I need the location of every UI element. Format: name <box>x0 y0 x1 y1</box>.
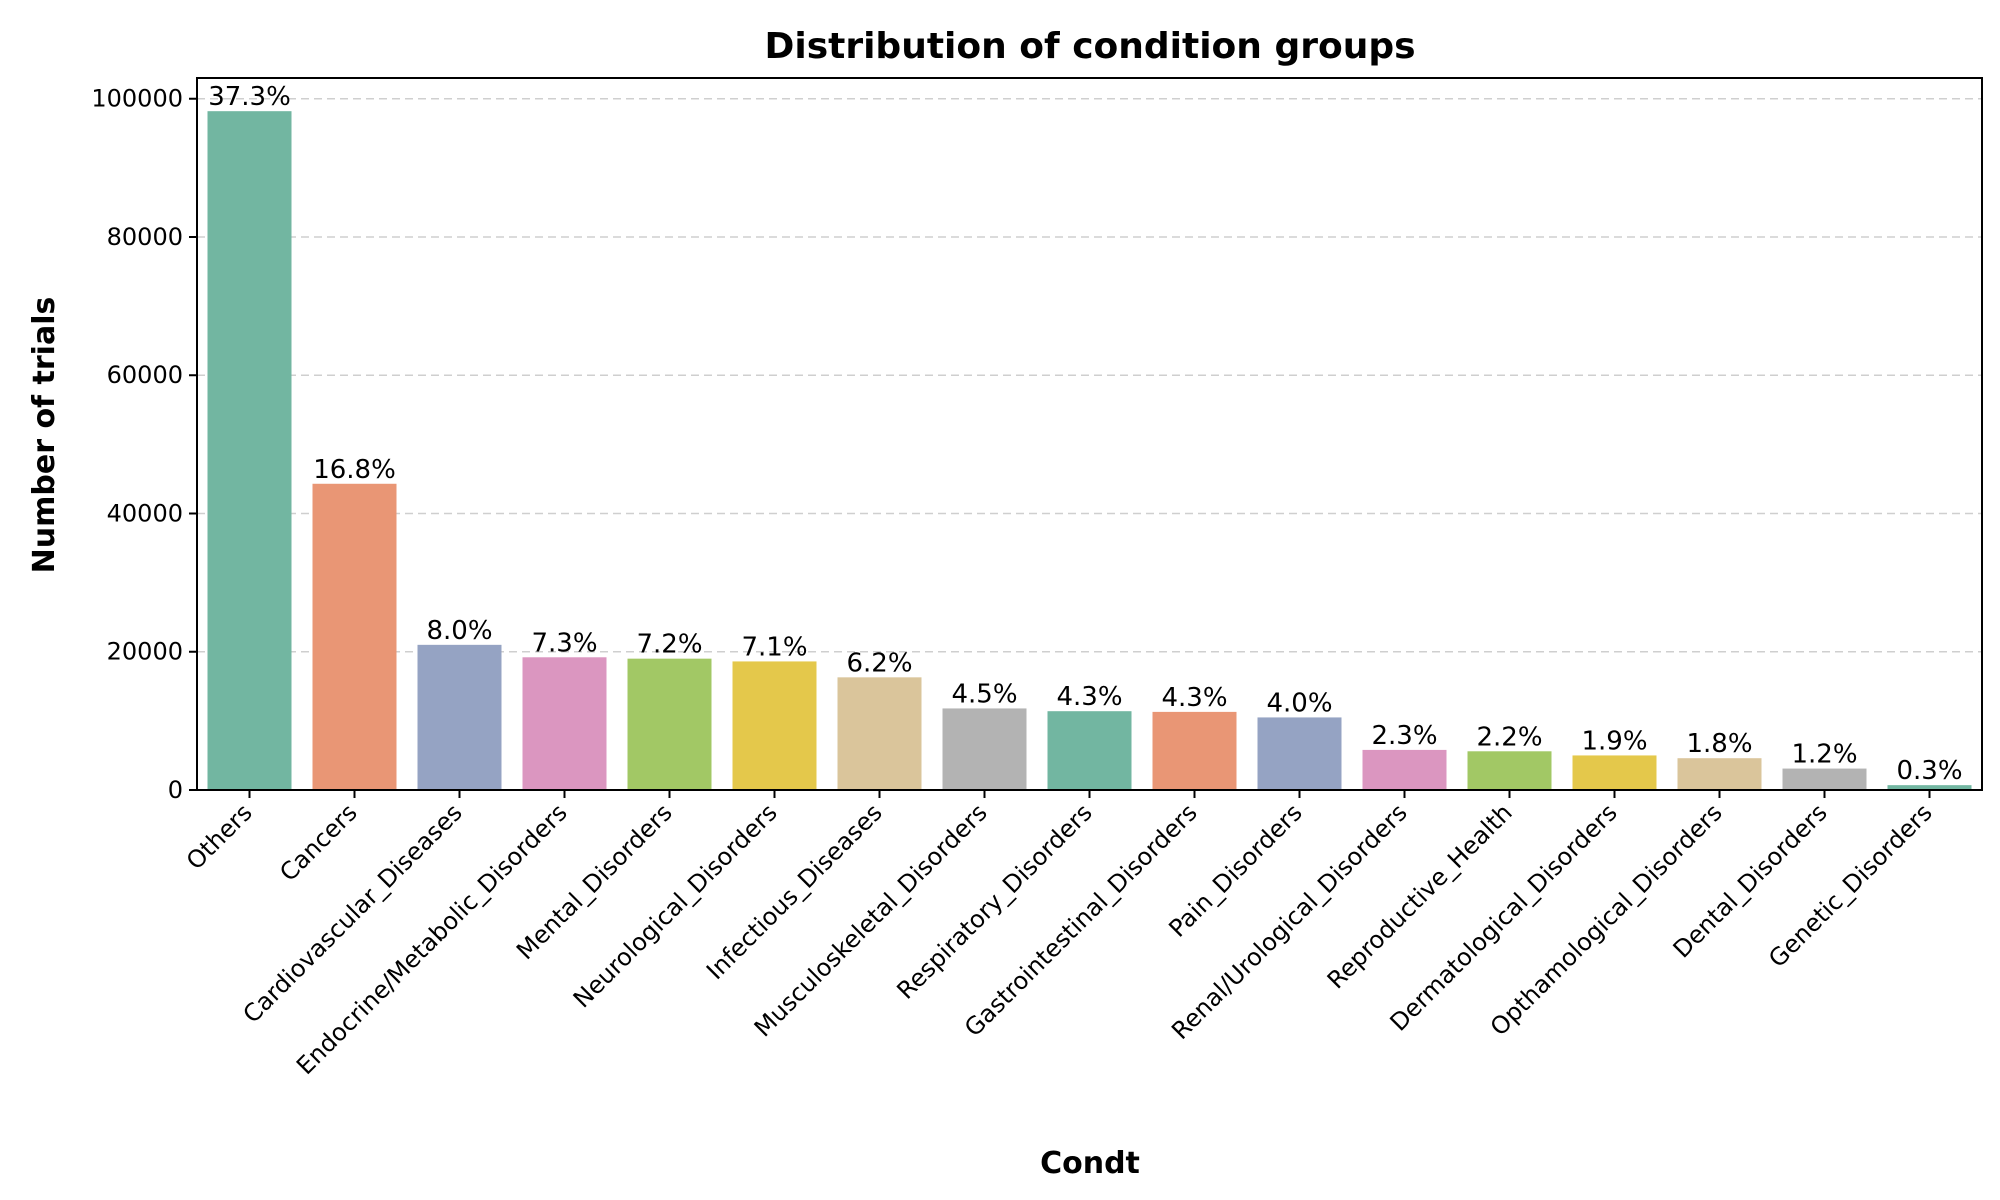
x-tick-label: Cancers <box>274 798 362 886</box>
bars: 37.3% 16.8% 8.0% 7.3% 7.2% 7.1% 6.2% 4.5% 4.3% 4.… <box>207 82 1972 790</box>
y-tick-label: 0 <box>168 776 183 804</box>
data-label: 4.3% <box>1056 682 1122 712</box>
bar <box>207 111 292 790</box>
y-tick-label: 40000 <box>107 499 183 527</box>
x-tick-label: Infectious_Diseases <box>701 798 888 985</box>
bar <box>627 658 712 790</box>
data-label: 7.2% <box>636 630 702 660</box>
bar <box>417 644 502 790</box>
x-tick-label: Dermatological_Disorders <box>1385 798 1623 1036</box>
data-label: 16.8% <box>313 455 396 485</box>
x-tick-label: Cardiovascular_Diseases <box>238 798 468 1028</box>
y-tick-label: 80000 <box>107 223 183 251</box>
bar <box>1572 755 1657 790</box>
x-tick-label: Reproductive_Health <box>1322 798 1518 994</box>
bar <box>732 661 817 790</box>
bar <box>1887 785 1972 790</box>
data-label: 8.0% <box>426 616 492 646</box>
bar <box>1047 711 1132 790</box>
data-label: 1.9% <box>1581 726 1647 756</box>
data-label: 2.2% <box>1476 722 1542 752</box>
data-label: 1.2% <box>1791 740 1857 770</box>
y-tick-label: 100000 <box>91 85 183 113</box>
y-tick-label: 60000 <box>107 361 183 389</box>
data-label: 0.3% <box>1896 756 1962 786</box>
bar <box>1362 749 1447 790</box>
chart-title: Distribution of condition groups <box>764 26 1415 67</box>
bar <box>1467 751 1552 790</box>
data-label: 2.3% <box>1371 721 1437 751</box>
x-axis-label: Condt <box>1040 1146 1140 1181</box>
bar <box>312 483 397 790</box>
data-label: 4.0% <box>1266 688 1332 718</box>
bar <box>837 677 922 790</box>
data-label: 1.8% <box>1686 729 1752 759</box>
x-tick-label: Respiratory_Disorders <box>891 798 1097 1004</box>
x-tick-label: Neurological_Disorders <box>568 798 783 1013</box>
bar <box>1152 711 1237 790</box>
bar <box>1677 758 1762 790</box>
data-label: 6.2% <box>846 648 912 678</box>
data-label: 37.3% <box>208 82 291 112</box>
y-tick-label: 20000 <box>107 638 183 666</box>
data-label: 7.3% <box>531 628 597 658</box>
bar <box>1257 717 1342 790</box>
bar <box>522 657 607 790</box>
y-axis-label: Number of trials <box>27 297 62 574</box>
x-tick-label: Others <box>181 798 258 875</box>
bar <box>942 708 1027 790</box>
data-label: 4.3% <box>1161 683 1227 713</box>
x-axis: Others CancersCardiovascular_DiseasesEndo… <box>181 790 1938 1080</box>
data-label: 7.1% <box>741 632 807 662</box>
bar <box>1782 768 1867 790</box>
plot-frame <box>196 77 1983 791</box>
data-label: 4.5% <box>951 679 1017 709</box>
y-axis: 0 20000 40000 60000 80000 100000 <box>91 85 197 804</box>
